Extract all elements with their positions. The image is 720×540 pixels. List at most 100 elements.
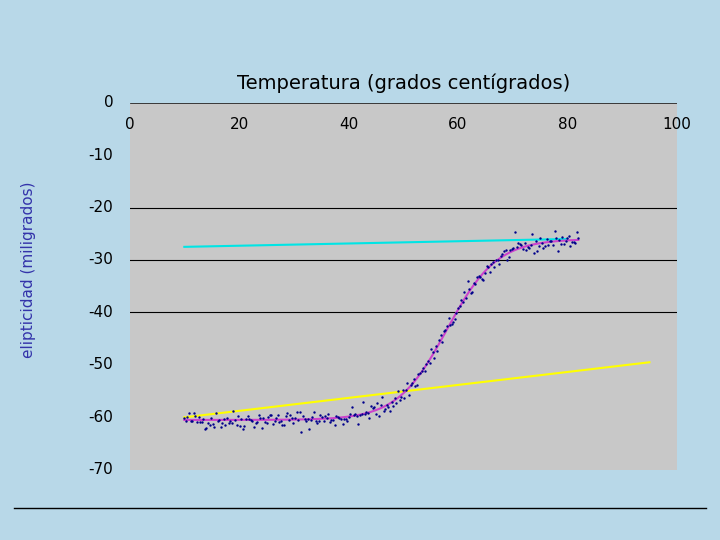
Point (341, 416, 353, 425)
Text: -50: -50 (89, 357, 113, 373)
Point (477, 276, 489, 285)
Point (243, 415, 255, 423)
Point (521, 246, 532, 254)
Point (267, 420, 279, 428)
Point (179, 413, 190, 422)
Point (288, 418, 300, 427)
Point (215, 422, 227, 431)
Point (318, 417, 329, 426)
Point (498, 246, 510, 255)
Point (549, 227, 560, 235)
Point (212, 417, 223, 426)
Point (530, 237, 541, 245)
Point (531, 247, 543, 255)
Point (196, 418, 207, 427)
Point (217, 418, 228, 427)
Text: 20: 20 (230, 117, 248, 132)
Point (413, 369, 424, 378)
Point (472, 273, 483, 281)
Point (225, 417, 236, 426)
Point (513, 239, 524, 248)
Point (514, 239, 526, 248)
Point (233, 411, 244, 420)
Point (397, 386, 408, 394)
Point (501, 256, 513, 265)
Title: Temperatura (grados centígrados): Temperatura (grados centígrados) (237, 73, 570, 93)
Point (495, 252, 507, 260)
Point (510, 242, 522, 251)
Point (186, 417, 198, 426)
Point (228, 407, 239, 415)
Text: 0: 0 (125, 117, 135, 132)
Point (563, 232, 575, 240)
Point (542, 241, 554, 250)
Point (337, 420, 348, 428)
Point (302, 415, 313, 423)
Point (328, 416, 339, 424)
Point (189, 412, 201, 421)
Point (275, 416, 287, 425)
Point (493, 260, 505, 268)
Point (468, 278, 480, 287)
Point (234, 421, 246, 430)
Point (464, 285, 475, 293)
Point (538, 244, 549, 252)
Point (262, 413, 274, 421)
Point (476, 274, 487, 283)
Point (372, 399, 383, 407)
Point (390, 399, 402, 408)
Point (338, 415, 350, 423)
Point (256, 424, 268, 433)
Point (333, 413, 345, 422)
Point (379, 404, 391, 413)
Point (526, 230, 538, 238)
Point (394, 396, 405, 404)
Point (422, 357, 433, 366)
Point (518, 239, 530, 247)
Point (451, 308, 462, 317)
Point (201, 424, 212, 433)
Point (414, 368, 426, 377)
Point (436, 338, 448, 346)
Point (231, 421, 243, 429)
Point (446, 320, 457, 329)
Point (321, 414, 333, 422)
Point (283, 416, 294, 424)
Point (547, 240, 559, 249)
Point (402, 379, 413, 388)
Point (497, 249, 508, 258)
Point (235, 415, 247, 423)
Point (336, 414, 347, 423)
Point (253, 410, 264, 419)
Point (370, 410, 382, 419)
Text: -40: -40 (89, 305, 113, 320)
Point (221, 414, 233, 422)
Point (193, 413, 204, 422)
Point (291, 408, 302, 416)
Text: 80: 80 (558, 117, 577, 132)
Point (325, 415, 337, 424)
Point (356, 410, 367, 418)
Point (202, 418, 214, 427)
Point (264, 410, 276, 419)
Point (457, 297, 469, 306)
Point (509, 227, 521, 236)
Point (454, 301, 465, 310)
Point (560, 237, 572, 245)
Point (313, 417, 325, 426)
Point (297, 411, 309, 420)
Point (539, 241, 551, 250)
Point (544, 237, 556, 245)
Point (523, 244, 535, 252)
Point (433, 336, 445, 345)
Point (194, 418, 206, 427)
Point (408, 374, 420, 383)
Point (462, 277, 473, 286)
Point (448, 318, 459, 327)
Point (389, 394, 400, 402)
Text: elipticidad (miligrados): elipticidad (miligrados) (22, 182, 36, 358)
Point (188, 408, 199, 417)
Point (419, 366, 431, 375)
Point (568, 238, 580, 247)
Text: 0: 0 (104, 95, 113, 110)
